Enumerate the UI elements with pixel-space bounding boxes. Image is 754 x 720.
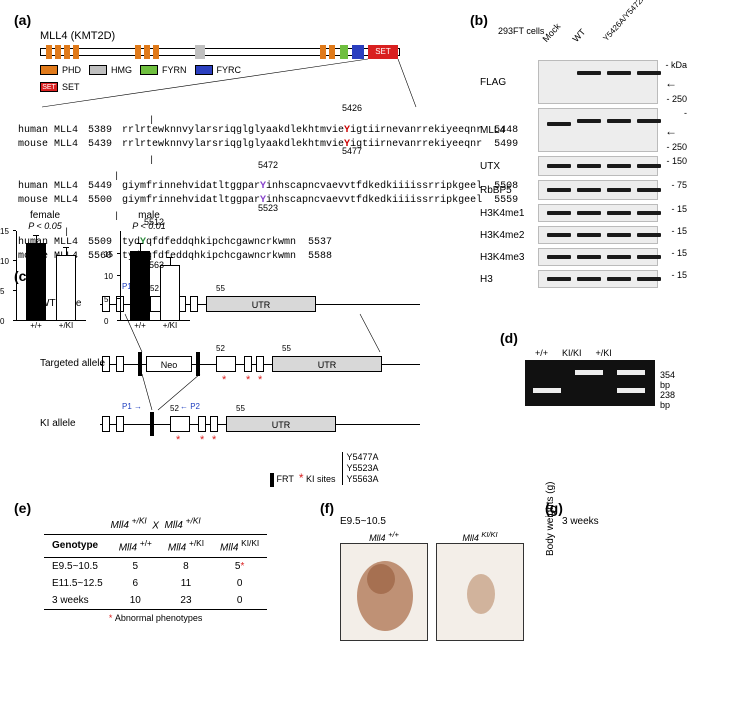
footnote: Abnormal phenotypes bbox=[115, 613, 203, 623]
stage-label: E9.5~10.5 bbox=[340, 516, 386, 527]
bar-charts: femaleP < 0.05051015+/++/KImaleP < 0.010… bbox=[0, 210, 194, 330]
embryo-images: Mll4 +/+ Mll4 KI/KI bbox=[340, 530, 524, 641]
genotype-table: Mll4 +/KI X Mll4 +/KI GenotypeMll4 +/+Ml… bbox=[44, 516, 267, 623]
size-238: 238 bp bbox=[660, 390, 675, 410]
g-title: 3 weeks bbox=[562, 516, 599, 527]
panel-b-label: (b) bbox=[470, 12, 488, 28]
cells-label: 293FT cells bbox=[498, 26, 544, 36]
g-ylabel: Body weights (g) bbox=[545, 482, 556, 556]
gel-lane-hetki: +/KI bbox=[596, 348, 612, 358]
panel-f-label: (f) bbox=[320, 500, 334, 516]
western-blot: FLAG←- kDa- 250MLL4←- - 250UTX- 150RbBP5… bbox=[480, 58, 687, 290]
gel-lane-kiki: KI/KI bbox=[562, 348, 582, 358]
connector-lines bbox=[40, 52, 420, 110]
size-354: 354 bp bbox=[660, 370, 675, 390]
pcr-gel: +/+ KI/KI +/KI 354 bp 238 bp bbox=[525, 348, 655, 406]
panel-e-label: (e) bbox=[14, 500, 31, 516]
mll4-title: MLL4 (KMT2D) bbox=[40, 30, 115, 42]
wb-lane-labels: Mock WT Y5426A/Y5472A/Y5512A bbox=[548, 8, 698, 58]
panel-a-label: (a) bbox=[14, 12, 31, 28]
panel-d-label: (d) bbox=[500, 330, 518, 346]
gel-lane-wt: +/+ bbox=[535, 348, 548, 358]
